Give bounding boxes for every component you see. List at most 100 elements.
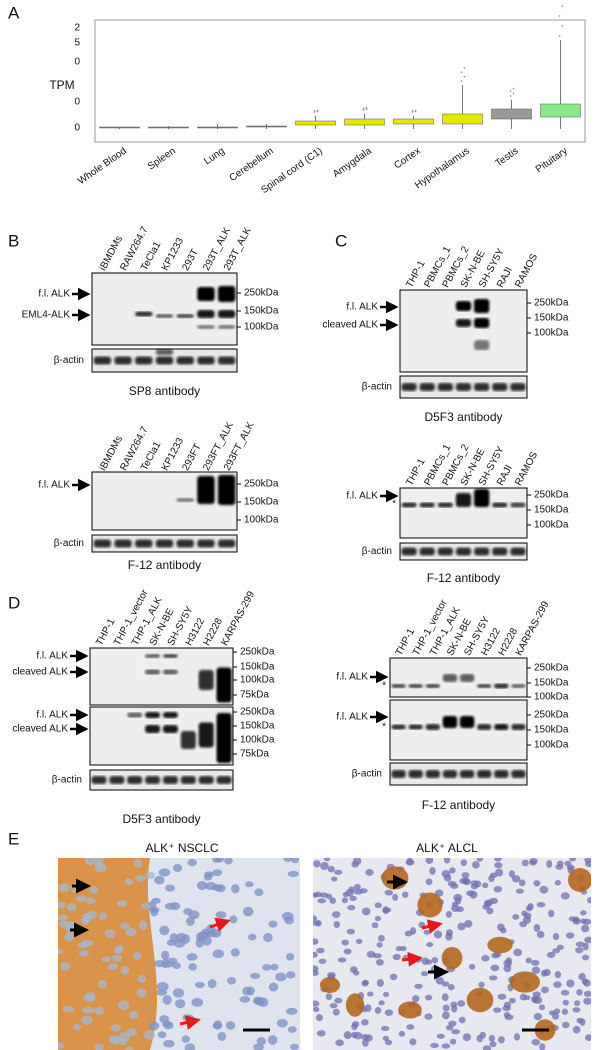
nucleus	[225, 1021, 236, 1030]
band	[425, 770, 441, 778]
nucleus	[378, 1000, 385, 1006]
red-arrow	[401, 951, 423, 967]
nucleus	[120, 922, 130, 930]
band	[476, 724, 492, 730]
band	[419, 502, 435, 508]
nucleus	[552, 933, 560, 941]
marker-label: 150kDa	[240, 662, 275, 673]
nucleus	[445, 1024, 454, 1031]
nucleus	[315, 919, 322, 927]
outlier	[463, 66, 466, 69]
nucleus	[207, 979, 217, 989]
band	[155, 539, 174, 548]
band-label: f.l. ALK	[36, 710, 68, 721]
lane-label: RAMOS	[513, 252, 540, 290]
band	[408, 770, 423, 778]
nucleus	[351, 1023, 358, 1031]
band	[135, 539, 153, 548]
nucleus	[366, 950, 376, 958]
outlier	[362, 107, 365, 110]
nucleus	[457, 1000, 466, 1007]
nucleus	[164, 902, 177, 910]
nucleus	[572, 1007, 581, 1013]
nucleus	[442, 1004, 450, 1012]
nucleus	[215, 858, 225, 863]
nucleus	[113, 947, 123, 954]
nucleus	[552, 948, 560, 954]
nucleus	[447, 983, 455, 991]
band	[455, 547, 472, 556]
lane-label: KARPAS-299	[514, 599, 552, 657]
band	[216, 776, 232, 784]
loading-label: β-actin	[54, 355, 84, 366]
nucleus	[515, 888, 524, 894]
y-label: TPM	[49, 78, 74, 92]
band-label: EML4-ALK	[22, 310, 71, 321]
nucleus	[133, 858, 143, 868]
band	[176, 356, 194, 365]
band	[91, 776, 107, 784]
marker-label: 250kDa	[534, 710, 569, 721]
nucleus	[286, 971, 296, 979]
nucleus	[377, 934, 385, 942]
nucleus	[426, 942, 434, 948]
nucleus	[346, 928, 356, 935]
nucleus	[441, 1011, 450, 1020]
nucleus	[107, 963, 119, 970]
nucleus	[317, 898, 327, 904]
nucleus	[161, 1020, 172, 1028]
nucleus	[254, 997, 266, 1006]
nucleus	[511, 875, 521, 883]
nucleus	[376, 942, 383, 948]
nucleus	[126, 1028, 138, 1037]
nucleus	[441, 1043, 451, 1049]
nucleus	[525, 905, 533, 912]
nucleus	[361, 1034, 370, 1041]
histology-image	[58, 858, 300, 1050]
nucleus	[449, 1038, 457, 1045]
nucleus	[58, 883, 70, 893]
nucleus	[425, 878, 433, 886]
outlier	[561, 5, 564, 7]
band	[162, 654, 178, 658]
antibody-label: D5F3 antibody	[122, 812, 200, 826]
nucleus	[436, 1033, 445, 1039]
nucleus	[553, 1008, 561, 1014]
nucleus	[450, 1001, 458, 1008]
band	[442, 674, 458, 682]
nucleus	[421, 971, 429, 977]
box	[148, 126, 189, 129]
nucleus	[482, 882, 489, 889]
band	[455, 301, 472, 311]
nucleus	[489, 1041, 497, 1048]
nucleus	[469, 963, 476, 970]
nucleus	[462, 877, 469, 885]
band	[217, 310, 236, 318]
marker-label: 100kDa	[244, 515, 279, 526]
nucleus	[313, 970, 319, 976]
nucleus	[382, 991, 390, 998]
nucleus	[64, 932, 75, 942]
panel-label: D	[8, 593, 20, 612]
band	[135, 311, 153, 317]
nucleus	[406, 1024, 415, 1030]
nucleus	[361, 907, 371, 916]
nucleus	[348, 886, 355, 893]
band	[401, 547, 417, 556]
band	[198, 670, 214, 690]
marker-label: 250kDa	[244, 479, 279, 490]
nucleus	[157, 1031, 167, 1039]
nucleus	[513, 948, 523, 957]
band	[474, 340, 490, 350]
marker-label: 250kDa	[240, 707, 275, 718]
nucleus	[117, 1000, 130, 1011]
nucleus	[58, 920, 70, 928]
band	[93, 356, 112, 365]
nucleus	[98, 979, 107, 989]
nucleus	[158, 868, 171, 877]
nucleus	[244, 881, 254, 888]
nucleus	[580, 918, 587, 924]
band	[408, 684, 423, 688]
nucleus	[175, 932, 187, 942]
nucleus	[575, 941, 585, 948]
